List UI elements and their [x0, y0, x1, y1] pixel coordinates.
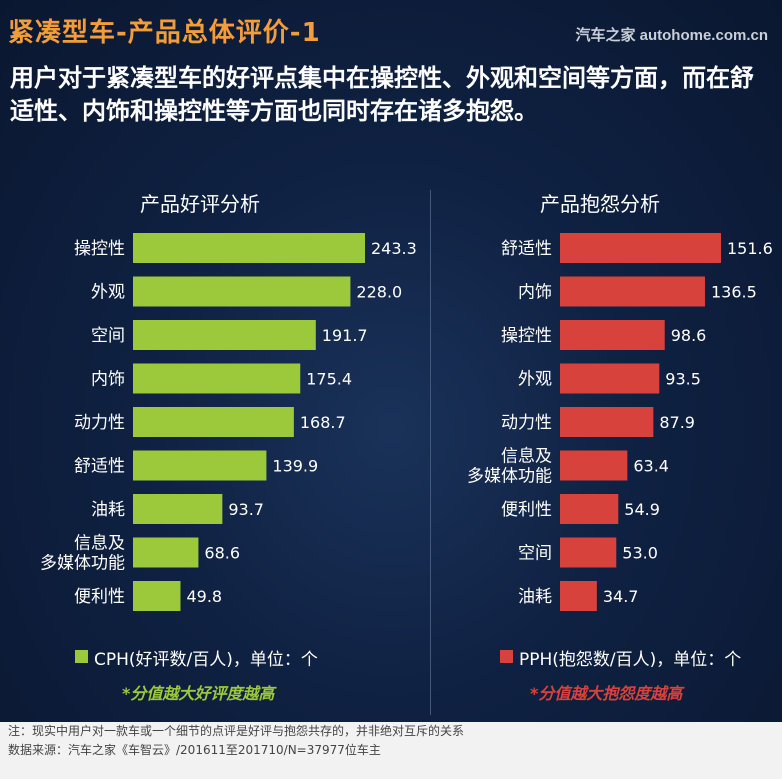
bad-note: *分值越大抱怨度越高	[530, 684, 683, 703]
value-label: 93.7	[228, 500, 264, 519]
value-label: 54.9	[624, 500, 660, 519]
category-label: 内饰	[518, 283, 552, 303]
category-label: 空间	[91, 326, 125, 346]
value-label: 49.8	[186, 587, 222, 606]
footer-source: 数据来源：汽车之家《车智云》/201611至201710/N=37977位车主	[8, 743, 381, 757]
category-label: 动力性	[74, 413, 125, 433]
watermark-logo: 汽车之家 autohome.com.cn	[575, 27, 768, 44]
category-label: 舒适性	[74, 457, 125, 477]
good-chart-title: 产品好评分析	[140, 192, 260, 216]
value-label: 34.7	[603, 587, 639, 606]
category-label: 内饰	[91, 370, 125, 390]
good-legend-swatch	[75, 650, 88, 663]
footer: 注：现实中用户对一款车或一个细节的点评是好评与抱怨共存的，并非绝对互斥的关系 数…	[0, 722, 782, 779]
page-title: 紧凑型车-产品总体评价-1	[8, 18, 321, 48]
bad-legend-label: PPH(抱怨数/百人)，单位：个	[519, 650, 742, 670]
bar	[560, 320, 665, 350]
bar	[133, 233, 365, 263]
value-label: 68.6	[204, 544, 240, 563]
bad-legend-swatch	[500, 650, 513, 663]
value-label: 139.9	[272, 457, 318, 476]
good-chart: 243.3 操控性 228.0 外观 191.7 空间 175.4 内饰 168.7 动力性 139…	[40, 233, 417, 611]
good-note: *分值越大好评度越高	[122, 684, 275, 703]
value-label: 191.7	[322, 326, 368, 345]
bad-chart: 151.6 舒适性 136.5 内饰 98.6 操控性 93.5 外观 87.9 动力性 63.4 信…	[467, 233, 773, 611]
value-label: 228.0	[356, 283, 402, 302]
bar	[560, 407, 654, 437]
bar	[133, 450, 267, 481]
value-label: 93.5	[665, 370, 701, 389]
bar	[560, 276, 705, 307]
bad-chart-title: 产品抱怨分析	[540, 192, 660, 216]
bar	[133, 276, 351, 307]
category-label: 便利性	[501, 500, 552, 520]
category-label: 动力性	[501, 413, 552, 433]
bar	[133, 537, 199, 568]
value-label: 136.5	[711, 283, 757, 302]
value-label: 63.4	[633, 457, 669, 476]
category-label: 外观	[518, 370, 552, 390]
bar	[133, 363, 301, 394]
headline-text: 用户对于紧凑型车的好评点集中在操控性、外观和空间等方面，而在舒适性、内饰和操控性…	[10, 64, 754, 125]
panel-divider	[430, 190, 431, 715]
bar	[133, 320, 316, 350]
bar	[560, 363, 660, 394]
bar	[560, 581, 597, 611]
category-label: 油耗	[91, 500, 125, 520]
category-label: 便利性	[74, 587, 125, 607]
value-label: 151.6	[727, 239, 773, 258]
category-label: 信息及多媒体功能	[467, 447, 552, 487]
value-label: 175.4	[306, 370, 352, 389]
good-legend-label: CPH(好评数/百人)，单位：个	[94, 650, 318, 670]
bar	[133, 581, 181, 611]
category-label: 信息及多媒体功能	[40, 534, 125, 574]
value-label: 98.6	[671, 326, 707, 345]
category-label: 外观	[91, 283, 125, 303]
bar	[560, 494, 619, 524]
bar	[560, 537, 617, 568]
category-label: 操控性	[501, 326, 552, 346]
bar	[560, 233, 721, 263]
bar	[133, 494, 223, 524]
value-label: 243.3	[371, 239, 417, 258]
footer-note: 注：现实中用户对一款车或一个细节的点评是好评与抱怨共存的，并非绝对互斥的关系	[8, 724, 465, 738]
value-label: 53.0	[622, 544, 658, 563]
bar	[133, 407, 294, 437]
category-label: 操控性	[74, 239, 125, 259]
category-label: 空间	[518, 544, 552, 564]
value-label: 87.9	[659, 413, 695, 432]
category-label: 舒适性	[501, 239, 552, 259]
value-label: 168.7	[300, 413, 346, 432]
category-label: 油耗	[518, 587, 552, 607]
bar	[560, 450, 628, 481]
